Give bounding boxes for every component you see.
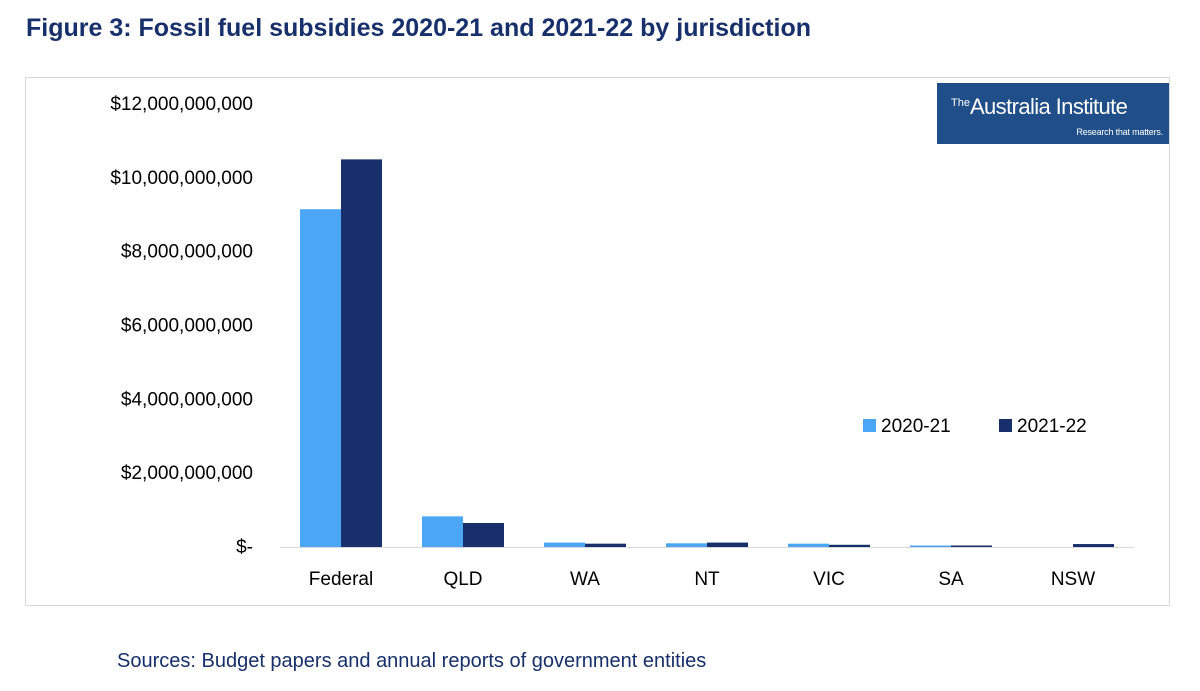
bar-vic-2021-22 xyxy=(829,544,870,547)
y-tick-label: $12,000,000,000 xyxy=(110,94,253,115)
bar-wa-2021-22 xyxy=(585,543,626,547)
legend-label: 2020-21 xyxy=(881,416,951,437)
logo-tagline: Research that matters. xyxy=(1076,127,1163,137)
y-tick-label: $6,000,000,000 xyxy=(121,316,253,337)
y-tick-label: $4,000,000,000 xyxy=(121,389,253,410)
x-tick-label: NSW xyxy=(1051,569,1095,590)
legend-swatch xyxy=(863,419,876,432)
bar-federal-2021-22 xyxy=(341,159,382,547)
y-tick-label: $10,000,000,000 xyxy=(110,168,253,189)
legend-swatch xyxy=(999,419,1012,432)
x-tick-label: VIC xyxy=(813,569,845,590)
figure-title: Figure 3: Fossil fuel subsidies 2020-21 … xyxy=(26,14,811,42)
logo-wordmark: TheAustralia Institute xyxy=(951,94,1128,119)
bar-federal-2020-21 xyxy=(300,209,341,547)
legend-label: 2021-22 xyxy=(1017,416,1087,437)
bar-vic-2020-21 xyxy=(788,543,829,547)
bar-nt-2021-22 xyxy=(707,542,748,547)
sources-note: Sources: Budget papers and annual report… xyxy=(117,650,707,672)
chart-frame xyxy=(25,77,1170,606)
bar-sa-2021-22 xyxy=(951,545,992,547)
bar-wa-2020-21 xyxy=(544,542,585,547)
x-tick-label: NT xyxy=(694,569,720,590)
bar-qld-2020-21 xyxy=(422,516,463,547)
x-tick-label: QLD xyxy=(443,569,482,590)
x-tick-label: Federal xyxy=(309,569,373,590)
australia-institute-logo: TheAustralia Institute Research that mat… xyxy=(937,83,1169,144)
x-tick-label: WA xyxy=(570,569,600,590)
y-tick-label: $- xyxy=(236,537,253,558)
y-tick-label: $2,000,000,000 xyxy=(121,463,253,484)
bar-qld-2021-22 xyxy=(463,523,504,547)
y-tick-label: $8,000,000,000 xyxy=(121,242,253,263)
bar-nt-2020-21 xyxy=(666,543,707,547)
x-tick-label: SA xyxy=(938,569,964,590)
bar-nsw-2021-22 xyxy=(1073,544,1114,547)
bar-sa-2020-21 xyxy=(910,545,951,547)
